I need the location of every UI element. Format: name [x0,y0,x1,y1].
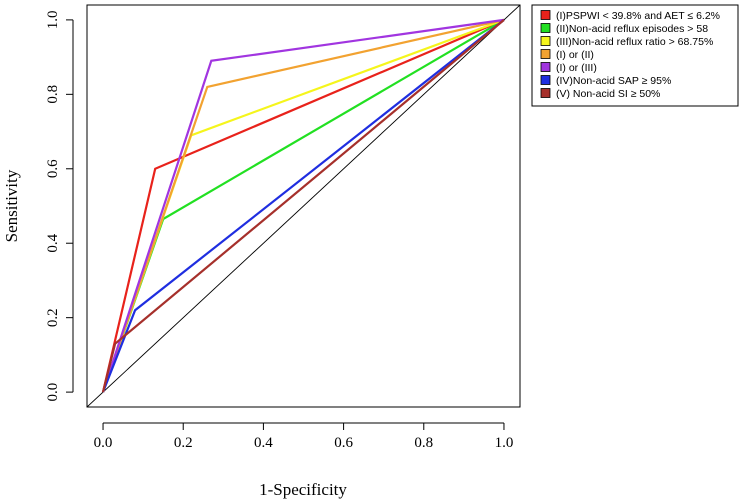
series-line-1 [101,18,505,393]
y-tick-label: 0.4 [45,233,61,252]
legend-label-4: (I) or (II) [556,49,594,61]
legend-label-3: (III)Non-acid reflux ratio > 68.75% [556,36,713,48]
y-axis-title: Sensitivity [2,169,21,242]
x-tick-label: 0.2 [174,435,193,451]
legend-label-6: (IV)Non-acid SAP ≥ 95% [556,75,671,87]
legend-swatch-6 [540,75,551,85]
series-line-7 [101,19,505,393]
legend-label-5: (I) or (III) [556,62,597,74]
y-tick-label: 0.2 [45,308,61,327]
x-tick-label: 0.4 [254,435,273,451]
x-tick-label: 0.8 [414,435,433,451]
legend-swatch-2 [540,23,551,33]
y-tick-label: 0.6 [45,159,61,178]
legend-swatch-4 [540,49,551,59]
x-tick-label: 0.6 [334,435,353,451]
x-axis-title: 1-Specificity [259,480,347,499]
series-line-5 [101,18,505,393]
legend-swatch-7 [540,88,551,98]
legend-box [531,4,739,107]
legend: (I)PSPWI < 39.8% and AET ≤ 6.2%(II)Non-a… [531,4,739,107]
y-tick-label: 0.8 [45,85,61,104]
series-line-4 [101,18,505,393]
plot-frame [86,4,521,408]
legend-swatch-5 [540,62,551,72]
reference-diagonal-line [87,5,520,407]
series-line-6 [101,19,505,393]
y-tick-label: 1.0 [45,11,61,30]
legend-swatch-1 [540,10,551,20]
legend-label-2: (II)Non-acid reflux episodes > 58 [556,23,708,35]
legend-label-7: (V) Non-acid SI ≥ 50% [556,88,660,100]
x-tick-label: 0.0 [94,435,113,451]
y-tick-label: 0.0 [45,383,61,402]
legend-swatch-3 [540,36,551,46]
legend-label-1: (I)PSPWI < 39.8% and AET ≤ 6.2% [556,10,720,22]
x-tick-label: 1.0 [495,435,514,451]
